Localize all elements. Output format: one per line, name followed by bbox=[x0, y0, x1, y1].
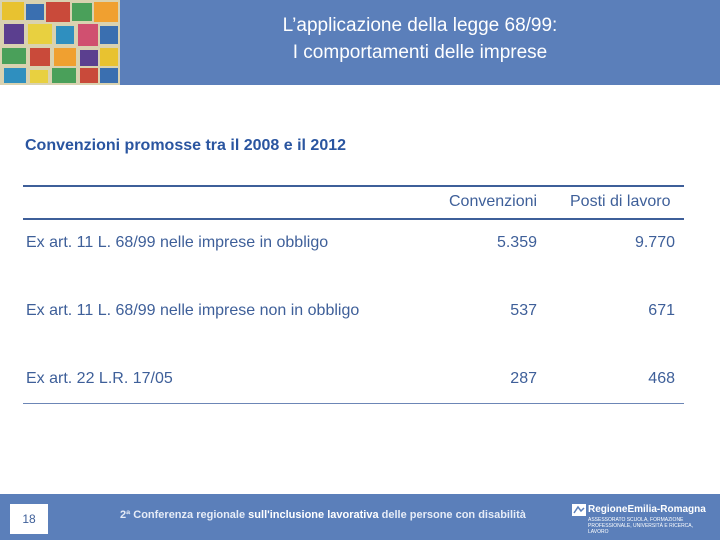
conference-title-part-1: 2ª Conferenza regionale bbox=[120, 509, 249, 521]
column-header-convenzioni: Convenzioni bbox=[449, 193, 538, 210]
title-line-2: I comportamenti delle imprese bbox=[292, 42, 548, 63]
footer-bar: 18 2ª Conferenza regionale sull'inclusio… bbox=[0, 494, 720, 540]
section-title: Convenzioni promosse tra il 2008 e il 20… bbox=[25, 137, 347, 154]
table-top-rule bbox=[23, 185, 684, 187]
colorful-collage-logo bbox=[0, 0, 120, 85]
table-row-label: Ex art. 11 L. 68/99 nelle imprese non in… bbox=[26, 302, 360, 319]
table-cell-convenzioni: 5.359 bbox=[496, 234, 537, 251]
table-cell-posti: 671 bbox=[648, 302, 675, 319]
table-cell-posti: 468 bbox=[648, 370, 675, 387]
table-cell-posti: 9.770 bbox=[634, 234, 675, 251]
table-row-label: Ex art. 11 L. 68/99 nelle imprese in obb… bbox=[26, 234, 329, 251]
slide-title: L’applicazione della legge 68/99: I comp… bbox=[120, 12, 720, 66]
region-name: RegioneEmilia-Romagna bbox=[588, 504, 706, 515]
header-bar: L’applicazione della legge 68/99: I comp… bbox=[0, 0, 720, 85]
conference-title-part-3: delle persone con disabilità bbox=[378, 509, 526, 521]
table-cell-convenzioni: 537 bbox=[510, 302, 537, 319]
table-bottom-rule bbox=[23, 403, 684, 404]
region-logo: RegioneEmilia-Romagna ASSESSORATO SCUOLA… bbox=[572, 502, 706, 535]
page-number: 18 bbox=[10, 504, 48, 534]
column-header-posti: Posti di lavoro bbox=[570, 193, 671, 210]
region-emblem-icon bbox=[572, 504, 586, 516]
table-cell-convenzioni: 287 bbox=[510, 370, 537, 387]
conference-title: 2ª Conferenza regionale sull'inclusione … bbox=[120, 509, 526, 521]
region-subtitle: ASSESSORATO SCUOLA, FORMAZIONE PROFESSIO… bbox=[588, 517, 694, 535]
table-row-label: Ex art. 22 L.R. 17/05 bbox=[26, 370, 173, 387]
title-line-1: L’applicazione della legge 68/99: bbox=[282, 15, 558, 36]
table-header-rule bbox=[23, 218, 684, 220]
conference-title-part-2: sull'inclusione lavorativa bbox=[248, 509, 379, 521]
